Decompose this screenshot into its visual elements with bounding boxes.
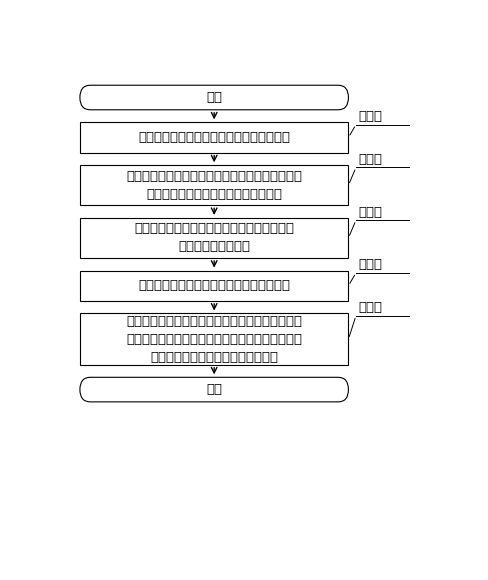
FancyBboxPatch shape [80, 218, 348, 258]
Text: 将待测材料以溶液或熔体的形式填充进模板上的亚
微米微球之间的空隙中，得到复合膜；: 将待测材料以溶液或熔体的形式填充进模板上的亚 微米微球之间的空隙中，得到复合膜； [126, 170, 302, 201]
FancyBboxPatch shape [80, 122, 348, 153]
Text: 步骤四: 步骤四 [358, 259, 382, 271]
Text: 结束: 结束 [206, 383, 222, 396]
Text: 步骤一: 步骤一 [358, 110, 382, 123]
Text: 将步骤四得到的待测试样置于程控升温装置中，采
用肉眼观察法、显微熔点仪观察法或光纤光谱仪测
定法测定待测材料玻璃化转变结果。: 将步骤四得到的待测试样置于程控升温装置中，采 用肉眼观察法、显微熔点仪观察法或光… [126, 314, 302, 364]
FancyBboxPatch shape [80, 313, 348, 365]
Text: 开始: 开始 [206, 91, 222, 104]
Text: 将步骤二得到的复合膜干燥或冷却，然后除去
模板，得到多孔膜；: 将步骤二得到的复合膜干燥或冷却，然后除去 模板，得到多孔膜； [134, 223, 294, 253]
FancyBboxPatch shape [80, 85, 348, 110]
FancyBboxPatch shape [80, 165, 348, 205]
FancyBboxPatch shape [80, 271, 348, 301]
Text: 步骤五: 步骤五 [358, 302, 382, 314]
Text: 在玻璃基片上组装亚微米微球，得到模板；: 在玻璃基片上组装亚微米微球，得到模板； [138, 131, 290, 144]
Text: 步骤三: 步骤三 [358, 206, 382, 219]
FancyBboxPatch shape [80, 378, 348, 402]
Text: 步骤二: 步骤二 [358, 153, 382, 166]
Text: 修剪步骤三得到的多孔膜，得到待测试样；: 修剪步骤三得到的多孔膜，得到待测试样； [138, 279, 290, 292]
